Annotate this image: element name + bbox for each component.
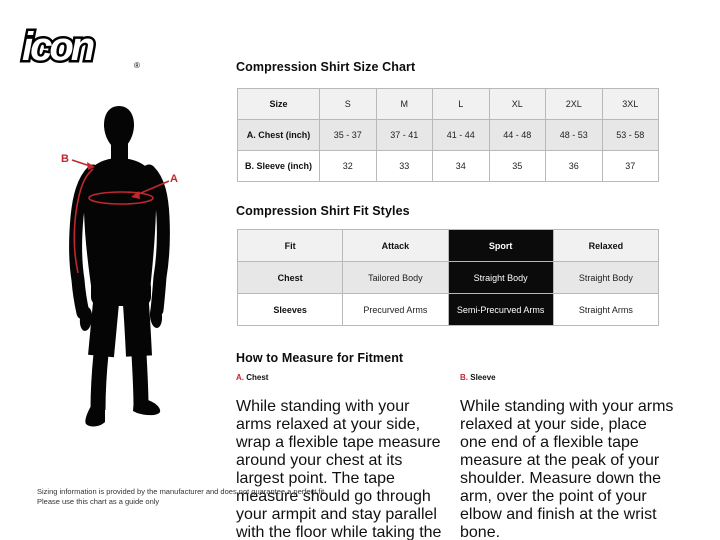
sleeve-value: 33: [375, 150, 433, 182]
sleeve-row: B. Sleeve (inch) 32 33 34 35 36 37: [237, 150, 659, 182]
fit-sleeves-label: Sleeves: [236, 293, 344, 326]
disclaimer-line-2: Please use this chart as a guide only: [37, 497, 160, 506]
fit-chest-row: Chest Tailored Body Straight Body Straig…: [236, 261, 660, 294]
label-a: A: [170, 173, 178, 185]
male-silhouette: [69, 106, 170, 427]
size-3xl: 3XL: [601, 88, 659, 120]
size-col-header: Size: [237, 88, 320, 120]
chest-row-label: A. Chest (inch): [237, 119, 320, 151]
disclaimer: Sizing information is provided by the ma…: [37, 487, 326, 507]
fit-styles-table: Fit Attack Sport Relaxed Chest Tailored …: [236, 229, 660, 326]
fit-col-header: Fit: [236, 229, 344, 262]
measure-chest-heading: A. Chest: [236, 373, 448, 382]
sleeve-value: 37: [601, 150, 659, 182]
chart-content: Compression Shirt Size Chart Size S M L …: [236, 0, 676, 540]
measure-sleeve-label: Sleeve: [470, 373, 496, 382]
measure-sleeve-instructions: B. Sleeve While standing with your arms …: [460, 373, 676, 540]
brand-logo: icon ®: [16, 16, 176, 74]
sleeve-value: 34: [432, 150, 490, 182]
measure-chest-label: Chest: [246, 373, 269, 382]
fit-sleeves-row: Sleeves Precurved Arms Semi-Precurved Ar…: [236, 293, 660, 326]
sleeve-measure-line: [73, 168, 94, 274]
chest-value: 35 - 37: [319, 119, 377, 151]
chest-arrowhead: [131, 191, 140, 199]
fit-chest-sport: Straight Body: [447, 261, 554, 294]
measure-sleeve-text: While standing with your arms relaxed at…: [460, 398, 674, 540]
measure-chest-text: While standing with your arms relaxed at…: [236, 398, 442, 540]
measure-instructions: A. Chest While standing with your arms r…: [236, 373, 676, 540]
measure-sleeve-heading: B. Sleeve: [460, 373, 676, 382]
sleeve-value: 36: [545, 150, 603, 182]
icon-logo-graphic: icon ®: [20, 23, 141, 72]
fit-attack: Attack: [342, 229, 449, 262]
how-to-measure-title: How to Measure for Fitment: [236, 351, 404, 365]
body-silhouette-figure: A B: [30, 80, 230, 460]
fit-sleeves-attack: Precurved Arms: [342, 293, 449, 326]
fit-chest-relaxed: Straight Body: [552, 261, 660, 294]
disclaimer-line-1: Sizing information is provided by the ma…: [37, 487, 327, 496]
chest-tape-line: [88, 191, 154, 205]
fit-styles-title: Compression Shirt Fit Styles: [236, 204, 410, 218]
chest-value: 53 - 58: [601, 119, 659, 151]
measure-chest-instructions: A. Chest While standing with your arms r…: [236, 373, 448, 540]
sleeve-pointer-line: [71, 159, 91, 167]
fit-relaxed: Relaxed: [552, 229, 660, 262]
registered-mark: ®: [134, 61, 140, 70]
sleeve-row-label: B. Sleeve (inch): [237, 150, 320, 182]
logo-wordmark: icon: [22, 25, 94, 69]
fit-chest-attack: Tailored Body: [342, 261, 449, 294]
size-l: L: [432, 88, 490, 120]
label-b: B: [61, 153, 69, 165]
size-header-row: Size S M L XL 2XL 3XL: [237, 88, 659, 120]
sleeve-arrowhead: [87, 162, 95, 170]
size-2xl: 2XL: [545, 88, 603, 120]
chest-value: 37 - 41: [375, 119, 433, 151]
fit-sleeves-relaxed: Straight Arms: [552, 293, 660, 326]
chest-row: A. Chest (inch) 35 - 37 37 - 41 41 - 44 …: [237, 119, 659, 151]
fit-chest-label: Chest: [236, 261, 344, 294]
fit-sport-highlighted: Sport: [447, 229, 554, 262]
chest-value: 48 - 53: [545, 119, 603, 151]
fit-header-row: Fit Attack Sport Relaxed: [236, 229, 660, 262]
size-chart-table: Size S M L XL 2XL 3XL A. Chest (inch) 35…: [237, 88, 659, 182]
sleeve-value: 35: [488, 150, 546, 182]
size-xl: XL: [488, 88, 546, 120]
size-m: M: [375, 88, 433, 120]
measure-chest-key: A.: [236, 373, 244, 382]
measure-sleeve-key: B.: [460, 373, 468, 382]
size-chart-title: Compression Shirt Size Chart: [236, 60, 416, 74]
sleeve-value: 32: [319, 150, 377, 182]
chest-pointer-line: [133, 180, 170, 197]
chest-value: 44 - 48: [488, 119, 546, 151]
size-s: S: [319, 88, 377, 120]
chest-value: 41 - 44: [432, 119, 490, 151]
measurement-overlay: [71, 159, 170, 274]
fit-sleeves-sport: Semi-Precurved Arms: [447, 293, 554, 326]
